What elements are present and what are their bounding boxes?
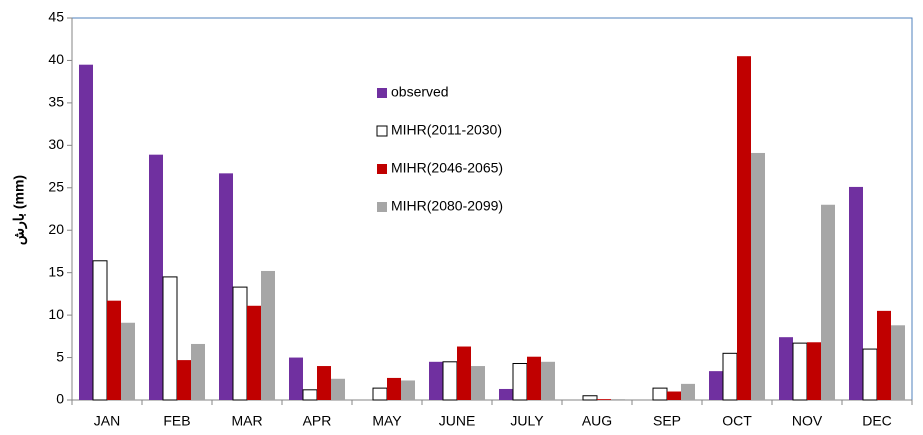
- bar: [792, 342, 808, 401]
- bar: [527, 356, 541, 400]
- y-tick-label: 25: [48, 178, 64, 194]
- bar: [681, 383, 695, 400]
- y-tick-label: 5: [56, 348, 64, 364]
- bar: [722, 352, 738, 401]
- bar: [429, 361, 443, 400]
- y-tick-label: 35: [48, 94, 64, 110]
- bar: [289, 357, 303, 400]
- bar: [232, 286, 248, 401]
- bar: [512, 362, 528, 401]
- bar: [499, 388, 513, 400]
- bar: [302, 389, 318, 401]
- x-tick-label: OCT: [722, 413, 752, 429]
- legend-label: MIHR(2011-2030): [391, 122, 502, 138]
- legend-swatch: [376, 125, 388, 137]
- y-tick-label: 0: [56, 391, 64, 407]
- x-tick-label: AUG: [582, 413, 612, 429]
- bar: [849, 186, 863, 400]
- bar: [471, 366, 485, 400]
- bar: [177, 360, 191, 400]
- x-tick-label: MAR: [231, 413, 262, 429]
- bar: [372, 387, 388, 401]
- bar: [219, 173, 233, 400]
- bar: [597, 399, 611, 400]
- x-tick-label: SEP: [653, 413, 681, 429]
- bar: [331, 378, 345, 400]
- legend-swatch: [377, 164, 387, 174]
- bar: [191, 343, 205, 400]
- legend-swatch: [377, 88, 387, 98]
- x-tick-label: DEC: [862, 413, 892, 429]
- bar: [107, 300, 121, 400]
- y-tick-label: 45: [48, 9, 64, 25]
- bar: [779, 337, 793, 400]
- bar: [247, 305, 261, 400]
- legend-label: MIHR(2080-2099): [391, 198, 503, 214]
- x-tick-label: NOV: [792, 413, 823, 429]
- bar: [261, 270, 275, 400]
- bar: [162, 276, 178, 401]
- bar: [582, 395, 598, 401]
- bar: [652, 387, 668, 401]
- bar: [149, 154, 163, 400]
- bar: [79, 64, 93, 400]
- bar: [821, 204, 835, 400]
- bar: [667, 391, 681, 400]
- y-tick-label: 15: [48, 263, 64, 279]
- bar: [442, 361, 458, 401]
- y-tick-label: 10: [48, 306, 64, 322]
- bar: [401, 380, 415, 400]
- x-tick-label: JUNE: [439, 413, 476, 429]
- bar: [751, 152, 765, 400]
- x-tick-label: APR: [303, 413, 332, 429]
- bar: [92, 260, 108, 401]
- bar: [877, 310, 891, 400]
- y-tick-label: 40: [48, 51, 64, 67]
- bar: [541, 361, 555, 400]
- bar: [121, 322, 135, 400]
- legend-label: MIHR(2046-2065): [391, 160, 503, 176]
- legend-swatch: [377, 202, 387, 212]
- bar: [457, 346, 471, 400]
- y-tick-label: 30: [48, 136, 64, 152]
- bar: [387, 377, 401, 400]
- x-tick-label: MAY: [372, 413, 402, 429]
- legend-label: observed: [391, 84, 449, 100]
- x-tick-label: JULY: [510, 413, 544, 429]
- bar: [862, 348, 878, 401]
- x-tick-label: JAN: [94, 413, 120, 429]
- bar: [807, 342, 821, 400]
- bar: [891, 325, 905, 400]
- bar: [709, 371, 723, 400]
- bar: [737, 56, 751, 400]
- y-axis-label: بارش (mm): [11, 175, 28, 245]
- bar: [611, 399, 625, 400]
- x-tick-label: FEB: [163, 413, 190, 429]
- bar: [317, 366, 331, 400]
- y-tick-label: 20: [48, 221, 64, 237]
